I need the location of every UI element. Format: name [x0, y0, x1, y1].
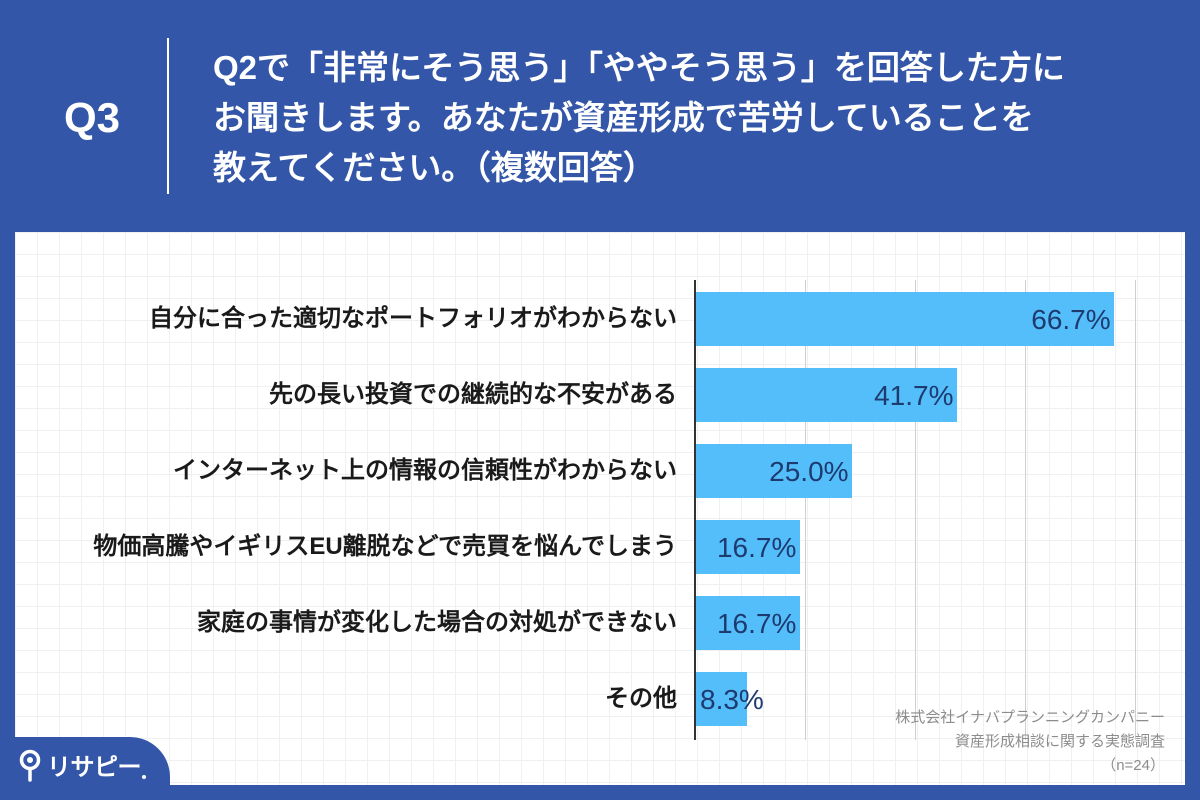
gridline	[805, 280, 806, 740]
category-label: 物価高騰やイギリスEU離脱などで売買を悩んでしまう	[93, 533, 677, 560]
logo-dot	[142, 775, 146, 779]
bar-value-label: 25.0%	[769, 456, 849, 487]
bar	[695, 596, 800, 650]
source-note: 株式会社イナバプランニングカンパニー 資産形成相談に関する実態調査 （n=24）	[895, 706, 1165, 778]
question-text: Q2で「非常にそう思う」「ややそう思う」を回答した方に お聞きします。あなたが資…	[213, 43, 1065, 193]
source-line: 資産形成相談に関する実態調査	[954, 733, 1165, 750]
pin-icon	[19, 749, 41, 782]
gridline	[915, 280, 916, 740]
bar	[695, 444, 853, 498]
category-label: 自分に合った適切なポートフォリオがわからない	[149, 305, 677, 332]
bar-value-label: 16.7%	[716, 532, 797, 563]
question-number: Q3	[63, 94, 121, 141]
bar	[695, 520, 800, 574]
bar-value-label: 8.3%	[700, 684, 764, 715]
gridline	[1135, 280, 1136, 740]
question-line: Q2で「非常にそう思う」「ややそう思う」を回答した方に	[213, 49, 1065, 86]
category-label: その他	[605, 685, 677, 712]
bar	[695, 292, 1115, 346]
category-labels: 自分に合った適切なポートフォリオがわからない先の長い投資での継続的な不安があるイ…	[15, 280, 677, 740]
bar-value-label: 16.7%	[716, 608, 797, 639]
bar-value-label: 41.7%	[874, 380, 954, 411]
category-label: 家庭の事情が変化した場合の対処ができない	[197, 609, 677, 636]
header-divider	[167, 38, 169, 194]
category-label: 先の長い投資での継続的な不安がある	[269, 381, 677, 408]
question-line: お聞きします。あなたが資産形成で苦労していることを	[213, 99, 1034, 136]
logo-text: リサピー	[47, 754, 142, 781]
category-label: インターネット上の情報の信頼性がわからない	[173, 457, 677, 484]
source-line: 株式会社イナバプランニングカンパニー	[895, 709, 1165, 726]
source-line: （n=24）	[1101, 757, 1165, 774]
bar	[695, 368, 958, 422]
bar-value-label: 66.7%	[1031, 304, 1111, 335]
bar-plot-area: 66.7% 41.7% 25.0% 16.7% 16.7% 8.3%	[694, 280, 1136, 740]
bar	[695, 672, 748, 726]
y-axis-line	[694, 280, 696, 740]
gridline	[1025, 280, 1026, 740]
question-line: 教えてください。（複数回答）	[213, 149, 656, 186]
